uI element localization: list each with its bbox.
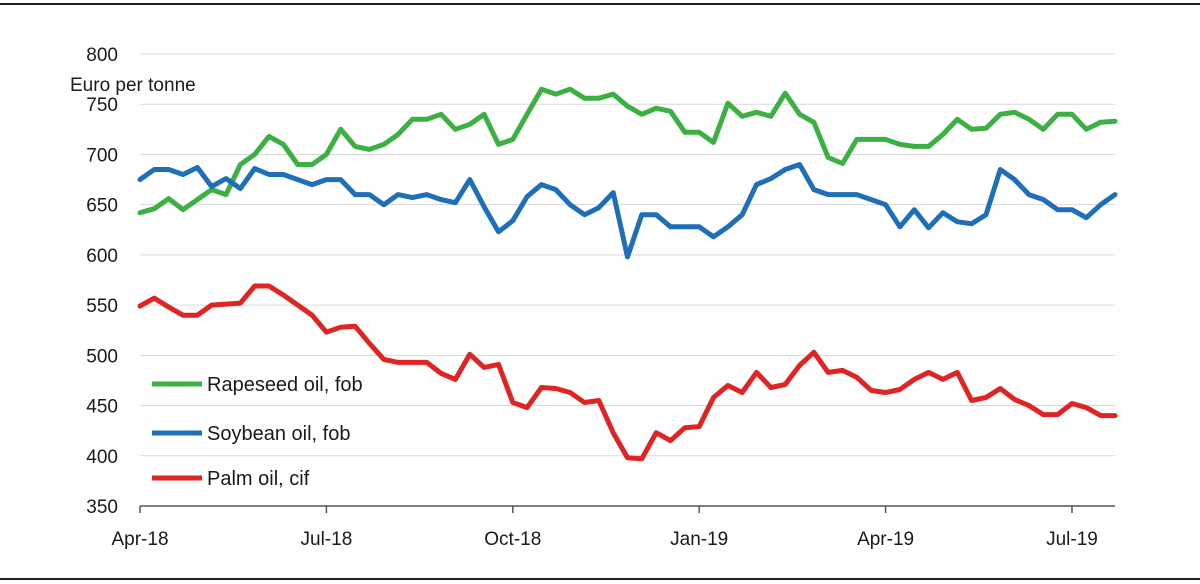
gridlines (140, 53, 1115, 457)
x-tick-label: Jul-19 (1046, 529, 1098, 550)
y-tick-label: 500 (86, 346, 118, 367)
y-tick-label: 650 (86, 196, 118, 217)
x-tick-label: Jul-18 (301, 529, 353, 550)
y-tick-label: 400 (86, 447, 118, 468)
series-lines (137, 86, 1118, 462)
x-axis-ticks: Apr-18 Jul-18 Oct-18 Jan-19 Apr-19 Jul-19 (111, 506, 1098, 550)
legend-entry: Soybean oil, fob (207, 423, 350, 445)
y-tick-label: 750 (86, 95, 118, 116)
x-tick-label: Oct-18 (484, 529, 541, 550)
series-line (137, 86, 1118, 216)
y-tick-label: 600 (86, 246, 118, 267)
legend-entry: Palm oil, cif (207, 468, 310, 490)
y-axis-label: Euro per tonne (70, 75, 196, 96)
y-axis-tick-labels: 350 400 450 500 550 600 650 700 750 800 (86, 45, 118, 518)
x-tick-label: Apr-18 (111, 529, 168, 550)
x-tick-label: Apr-19 (857, 529, 914, 550)
x-tick-label: Jan-19 (670, 529, 728, 550)
y-tick-label: 350 (86, 497, 118, 518)
y-tick-label: 800 (86, 45, 118, 66)
series-line (137, 162, 1118, 260)
y-tick-label: 550 (86, 296, 118, 317)
y-tick-label: 450 (86, 397, 118, 418)
y-tick-label: 700 (86, 145, 118, 166)
legend-entry: Rapeseed oil, fob (207, 374, 363, 396)
legend: Rapeseed oil, fob Soybean oil, fob Palm oi… (152, 374, 363, 490)
series-line (137, 283, 1118, 462)
